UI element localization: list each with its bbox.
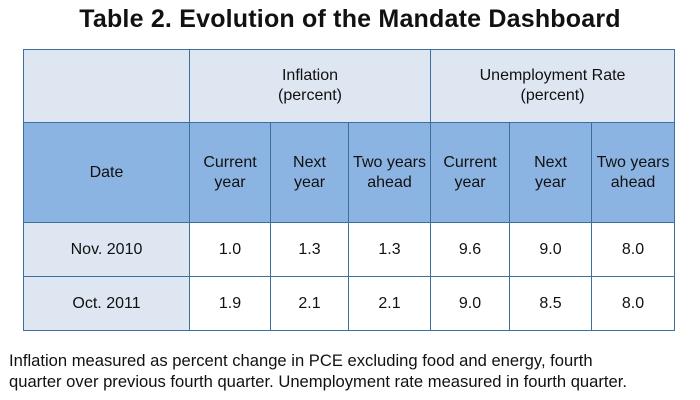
table-cell: 1.9: [189, 276, 271, 331]
footnote-line-2: quarter over previous fourth quarter. Un…: [9, 372, 627, 391]
footnote: Inflation measured as percent change in …: [9, 350, 697, 392]
column-header-label: Current year: [203, 153, 257, 191]
row-date-cell: Nov. 2010: [23, 222, 190, 277]
column-header-label: Two years ahead: [353, 153, 426, 191]
group-header-unemployment: Unemployment Rate (percent): [430, 49, 676, 123]
mandate-dashboard-table: Inflation (percent) Unemployment Rate (p…: [23, 49, 676, 331]
table-group-header-row: Inflation (percent) Unemployment Rate (p…: [23, 49, 676, 123]
column-header-inflation-current-year: Current year: [189, 122, 271, 223]
table-cell: 2.1: [347, 276, 432, 331]
column-header-label: Next year: [534, 153, 567, 191]
column-header-unemployment-current-year: Current year: [430, 122, 511, 223]
column-header-unemployment-next-year: Next year: [509, 122, 593, 223]
row-date-cell: Oct. 2011: [23, 276, 190, 331]
table-cell: 1.3: [347, 222, 432, 277]
table-cell: 8.0: [591, 276, 676, 331]
column-header-label: Next year: [293, 153, 326, 191]
column-header-date-label: Date: [89, 163, 124, 181]
table-cell: 1.3: [270, 222, 349, 277]
table-cell: 1.0: [189, 222, 271, 277]
table-row: Nov. 2010 1.0 1.3 1.3 9.6 9.0 8.0: [23, 222, 676, 277]
group-header-inflation-label: Inflation (percent): [277, 67, 343, 104]
column-header-unemployment-two-years-ahead: Two years ahead: [591, 122, 676, 223]
column-header-label: Two years ahead: [596, 153, 670, 191]
column-header-date: Date: [23, 122, 190, 223]
table-cell: 8.5: [509, 276, 593, 331]
group-header-unemployment-label: Unemployment Rate (percent): [479, 67, 626, 104]
table-cell: 8.0: [591, 222, 676, 277]
table-corner-cell: [23, 49, 190, 123]
footnote-line-1: Inflation measured as percent change in …: [9, 351, 593, 370]
page-title: Table 2. Evolution of the Mandate Dashbo…: [79, 5, 621, 33]
table-cell: 2.1: [270, 276, 349, 331]
table-cell: 9.6: [430, 222, 511, 277]
table-row: Oct. 2011 1.9 2.1 2.1 9.0 8.5 8.0: [23, 276, 676, 331]
table-cell: 9.0: [430, 276, 511, 331]
table-cell: 9.0: [509, 222, 593, 277]
column-header-label: Current year: [443, 153, 497, 191]
column-header-inflation-next-year: Next year: [270, 122, 349, 223]
table-column-header-row: Date Current year Next year Two years ah…: [23, 122, 676, 223]
group-header-inflation: Inflation (percent): [188, 49, 432, 123]
column-header-inflation-two-years-ahead: Two years ahead: [347, 122, 432, 223]
